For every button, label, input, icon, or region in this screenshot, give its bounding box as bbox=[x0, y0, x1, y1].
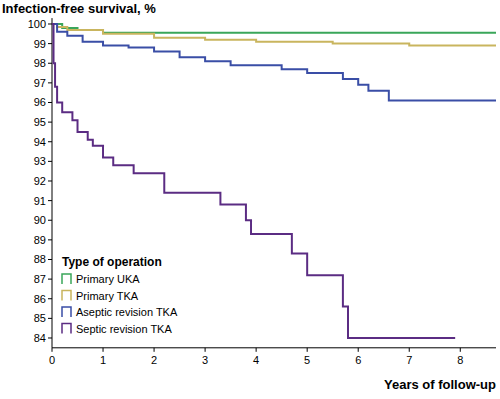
survival-curve bbox=[52, 24, 496, 101]
x-tick bbox=[307, 348, 308, 352]
x-tick bbox=[358, 348, 359, 352]
x-tick-label: 7 bbox=[406, 354, 412, 366]
y-tick bbox=[48, 82, 52, 83]
y-tick-label: 91 bbox=[34, 195, 46, 207]
plot-area bbox=[52, 24, 496, 338]
y-tick-label: 90 bbox=[34, 214, 46, 226]
x-tick-label: 2 bbox=[151, 354, 157, 366]
y-tick bbox=[48, 43, 52, 44]
survival-curve bbox=[52, 24, 496, 46]
legend-label: Primary TKA bbox=[76, 290, 139, 302]
y-tick-label: 92 bbox=[34, 175, 46, 187]
legend-label: Aseptic revision TKA bbox=[76, 306, 178, 318]
x-tick bbox=[103, 348, 104, 352]
legend-swatch bbox=[62, 291, 71, 301]
legend-swatch bbox=[62, 274, 71, 284]
y-tick-label: 97 bbox=[34, 77, 46, 89]
y-tick-label: 86 bbox=[34, 293, 46, 305]
y-tick-label: 99 bbox=[34, 38, 46, 50]
chart: Infection-free survival, %84858687888990… bbox=[0, 0, 500, 399]
x-tick bbox=[409, 348, 410, 352]
y-tick bbox=[48, 239, 52, 240]
y-tick bbox=[48, 63, 52, 64]
y-tick bbox=[48, 180, 52, 181]
y-tick-label: 85 bbox=[34, 312, 46, 324]
survival-curve bbox=[52, 24, 455, 338]
y-tick bbox=[48, 337, 52, 338]
y-tick-label: 84 bbox=[34, 332, 46, 344]
survival-curve bbox=[52, 24, 496, 33]
y-tick-label: 95 bbox=[34, 116, 46, 128]
y-tick bbox=[48, 23, 52, 24]
y-tick bbox=[48, 259, 52, 260]
legend-title: Type of operation bbox=[62, 255, 162, 269]
y-tick-label: 89 bbox=[34, 234, 46, 246]
x-axis-title: Years of follow-up bbox=[384, 377, 496, 392]
legend-label: Primary UKA bbox=[76, 273, 140, 285]
legend: Type of operation Primary UKA Primary TKA A… bbox=[62, 255, 178, 335]
legend-swatch bbox=[62, 324, 71, 334]
x-tick-label: 0 bbox=[49, 354, 55, 366]
y-tick bbox=[48, 220, 52, 221]
x-tick-label: 5 bbox=[304, 354, 310, 366]
legend-swatch bbox=[62, 307, 71, 317]
y-tick-label: 88 bbox=[34, 253, 46, 265]
x-tick-label: 1 bbox=[100, 354, 106, 366]
x-tick-label: 3 bbox=[202, 354, 208, 366]
y-tick-label: 94 bbox=[34, 136, 46, 148]
x-tick bbox=[52, 348, 53, 352]
y-tick bbox=[48, 279, 52, 280]
y-tick-label: 98 bbox=[34, 57, 46, 69]
y-tick bbox=[48, 161, 52, 162]
x-axis-line bbox=[52, 347, 496, 348]
y-tick bbox=[48, 298, 52, 299]
x-tick bbox=[154, 348, 155, 352]
x-tick bbox=[205, 348, 206, 352]
x-tick-label: 6 bbox=[355, 354, 361, 366]
x-tick bbox=[256, 348, 257, 352]
y-tick bbox=[48, 141, 52, 142]
x-tick bbox=[460, 348, 461, 352]
legend-label: Septic revision TKA bbox=[76, 323, 172, 335]
y-tick-label: 93 bbox=[34, 155, 46, 167]
y-tick-label: 87 bbox=[34, 273, 46, 285]
y-axis-title: Infection-free survival, % bbox=[2, 1, 156, 16]
y-tick-label: 100 bbox=[28, 18, 46, 30]
y-tick bbox=[48, 122, 52, 123]
y-tick bbox=[48, 102, 52, 103]
x-tick-label: 8 bbox=[457, 354, 463, 366]
y-tick bbox=[48, 200, 52, 201]
x-tick-label: 4 bbox=[253, 354, 259, 366]
y-tick bbox=[48, 318, 52, 319]
y-tick-label: 96 bbox=[34, 96, 46, 108]
